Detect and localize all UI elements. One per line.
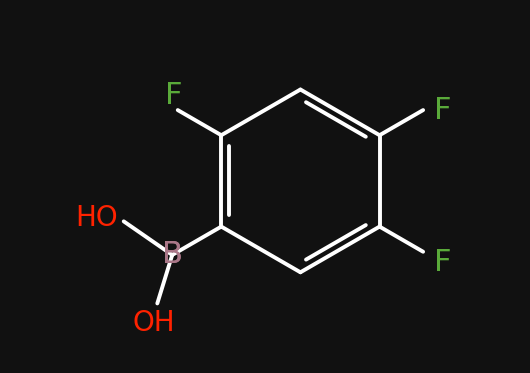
Text: B: B (162, 241, 183, 269)
Text: F: F (165, 81, 183, 110)
Text: F: F (434, 248, 452, 278)
Text: F: F (434, 95, 452, 125)
Text: HO: HO (75, 204, 118, 232)
Text: B: B (162, 241, 183, 269)
Text: OH: OH (132, 309, 175, 337)
